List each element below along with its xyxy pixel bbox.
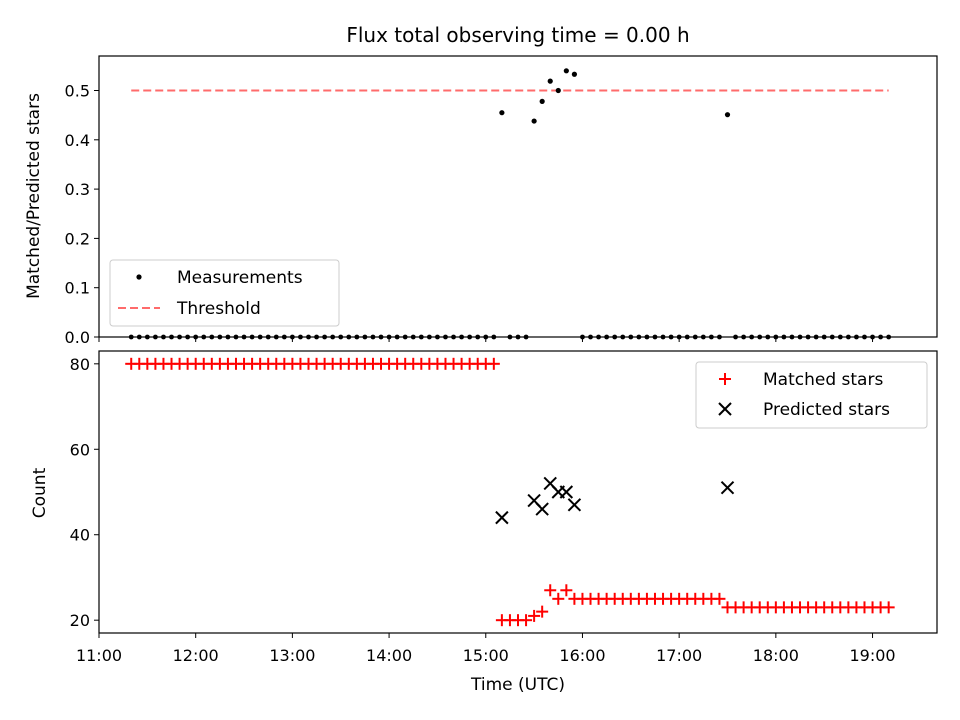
count-panel: Count Time (UTC) 20 40 60 80 11:00 12:00 13:0… [30,350,938,695]
matched-star-point [520,614,533,627]
predicted-star-point [567,498,582,512]
measurement-point [531,118,537,124]
x-tick-label: 17:00 [656,646,702,665]
y-tick-label: 60 [70,440,90,459]
ratio-panel: Flux total observing time = 0.00 h Match… [24,23,938,347]
ratio-x-ticks [98,337,874,342]
y-tick-label: 0.5 [65,82,90,101]
predicted-star-point [535,502,549,516]
x-tick-label: 12:00 [173,646,219,665]
y-axis-label-ratio: Matched/Predicted stars [24,93,44,299]
matched-star-point [487,357,500,370]
predicted-star-point [559,485,574,499]
x-axis-label: Time (UTC) [470,675,565,695]
y-tick-label: 40 [70,526,90,545]
y-tick-label: 0.4 [65,131,90,150]
x-tick-label: 16:00 [559,646,605,665]
y-axis-label-count: Count [30,467,50,518]
y-tick-label: 20 [70,611,90,630]
x-tick-label: 19:00 [849,646,895,665]
y-tick-label: 0.3 [65,180,90,199]
y-tick-label: 0.1 [65,279,90,298]
legend-threshold-label: Threshold [176,299,261,319]
x-tick-label: 14:00 [366,646,412,665]
count-plot-frame [98,350,938,634]
measurement-point [547,78,553,84]
legend-matched-label: Matched stars [763,370,883,390]
measurement-point [555,87,561,94]
matched-star-point [882,601,895,614]
ratio-legend-box [109,259,340,327]
legend-measurements-label: Measurements [177,268,303,288]
x-tick-label: 11:00 [76,646,122,665]
x-tick-label: 15:00 [463,646,509,665]
legend-matched-marker [719,373,731,385]
count-x-ticks: 11:00 12:00 13:00 14:00 15:00 16:00 17:00 18:00… [76,633,896,665]
legend-predicted-marker [718,402,732,416]
measurement-point [571,71,578,77]
measurement-point [539,98,545,104]
legend-measurements-marker [136,274,142,280]
ratio-legend: Measurements Threshold [109,259,340,327]
matched-star-point [552,592,565,605]
ratio-y-ticks: 0.0 0.1 0.2 0.3 0.4 0.5 [65,82,99,347]
predicted-star-point [720,481,735,495]
matched-star-point [536,605,549,618]
predicted-star-point [495,510,509,525]
measurement-point [724,112,731,118]
x-tick-label: 13:00 [269,646,315,665]
x-tick-label: 18:00 [753,646,799,665]
measurement-point [563,68,569,74]
count-legend: Matched stars Predicted stars [695,361,928,429]
y-tick-label: 0.2 [65,229,90,248]
count-y-ticks: 20 40 60 80 [70,355,99,630]
count-plot-area [125,357,895,627]
measurement-point [499,110,505,116]
matched-star-point [544,584,557,597]
matched-star-point [528,609,541,622]
count-legend-box [695,361,928,429]
ratio-plot-frame [98,55,938,338]
legend-predicted-label: Predicted stars [763,400,890,420]
y-tick-label: 80 [70,355,90,374]
y-tick-label: 0.0 [65,328,90,347]
matched-star-point [713,592,726,605]
matched-star-point [560,584,573,597]
chart-title: Flux total observing time = 0.00 h [346,23,689,47]
